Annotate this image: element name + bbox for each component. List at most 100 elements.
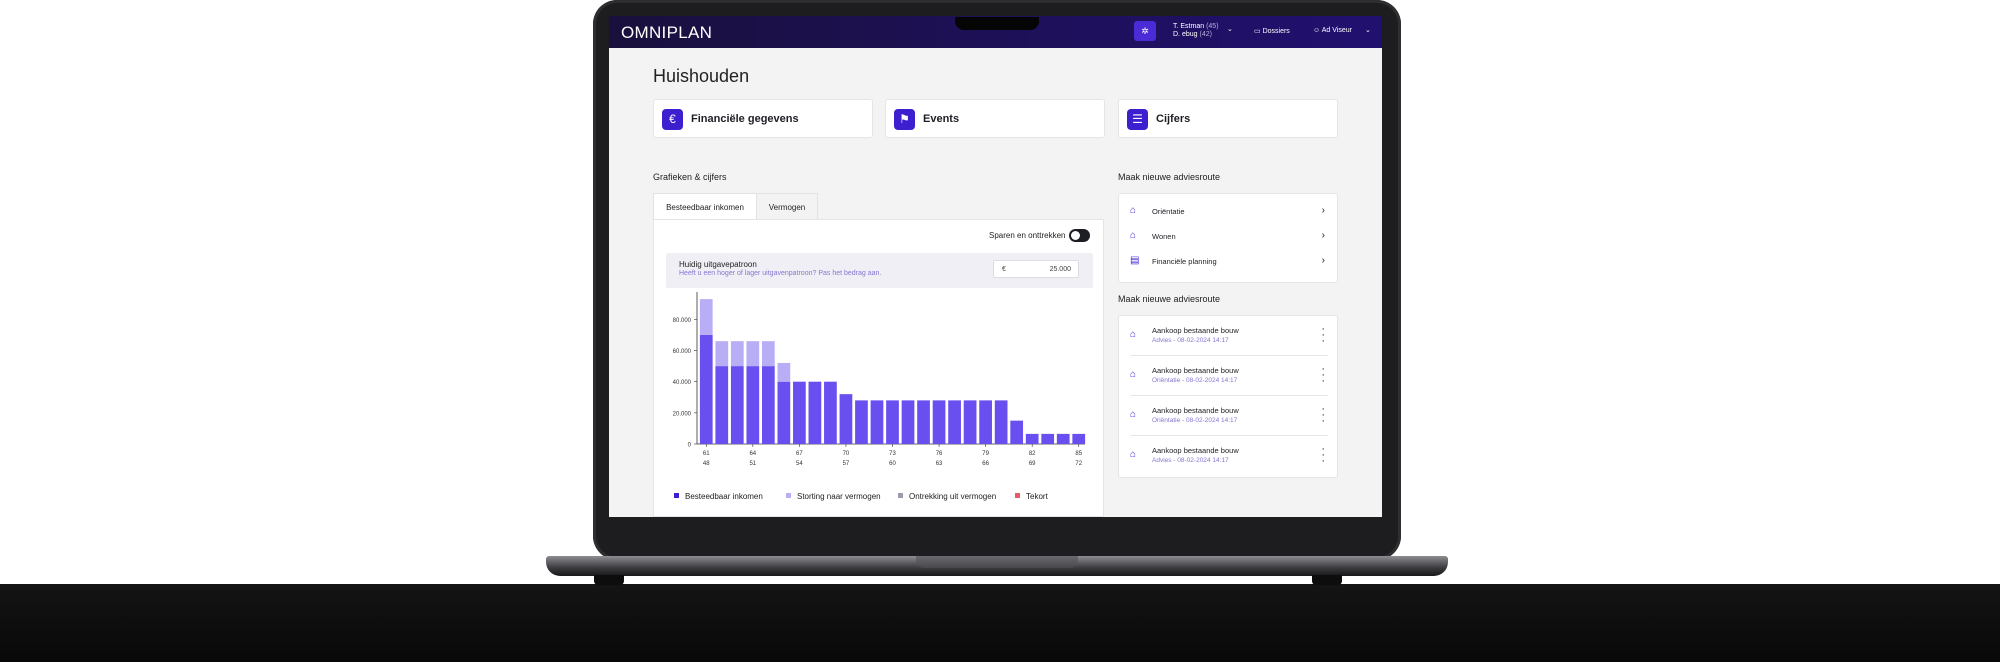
- magic-button[interactable]: ✲: [1134, 21, 1156, 41]
- tab-besteedbaar-inkomen[interactable]: Besteedbaar inkomen: [653, 193, 757, 221]
- route-orientatie[interactable]: ⌂ Oriëntatie ›: [1119, 203, 1339, 223]
- advice-routes-title: Maak nieuwe adviesroute: [1118, 172, 1221, 182]
- bar-besteedbaar-inkomen: [1025, 433, 1039, 444]
- floor-surface: [0, 584, 2000, 662]
- divider: [1130, 395, 1328, 396]
- history-item-title: Aankoop bestaande bouw: [1152, 366, 1239, 375]
- x-tick-label-top: 64: [749, 451, 756, 457]
- house-star-icon: ⌂: [1130, 409, 1137, 420]
- card-label: Events: [923, 113, 960, 125]
- more-options-icon[interactable]: · · ·: [1321, 443, 1325, 467]
- y-tick-label: 40.000: [673, 380, 692, 386]
- chevron-down-icon[interactable]: ⌄: [1365, 27, 1371, 34]
- flag-icon: ⚑: [894, 109, 915, 130]
- bar-besteedbaar-inkomen: [1056, 433, 1070, 444]
- card-cijfers[interactable]: ☰ Cijfers: [1118, 99, 1338, 138]
- x-tick-label-bottom: 54: [796, 461, 803, 467]
- x-tick-label-bottom: 72: [1075, 461, 1082, 467]
- bar-besteedbaar-inkomen: [730, 366, 744, 444]
- laptop-foot: [1312, 575, 1342, 585]
- house-icon: ⌂: [1130, 230, 1137, 241]
- bar-besteedbaar-inkomen: [901, 400, 915, 444]
- bar-besteedbaar-inkomen: [699, 334, 713, 444]
- bar-besteedbaar-inkomen: [746, 366, 760, 444]
- history-item[interactable]: ⌂ Aankoop bestaande bouw Oriëntatie - 08…: [1119, 360, 1339, 392]
- legend-swatch: [1015, 493, 1020, 498]
- toggle-knob: [1071, 231, 1080, 240]
- route-financiele-planning[interactable]: ▤ Financiële planning ›: [1119, 253, 1339, 273]
- house-star-icon: ⌂: [1130, 369, 1137, 380]
- bar-besteedbaar-inkomen: [886, 400, 899, 444]
- person-age: (45): [1206, 23, 1219, 30]
- card-financial-data[interactable]: € Financiële gegevens: [653, 99, 873, 138]
- history-item-subtitle: Advies - 08-02-2024 14:17: [1152, 337, 1229, 344]
- history-item-subtitle: Oriëntatie - 08-02-2024 14:17: [1152, 377, 1238, 384]
- legend-swatch: [898, 493, 903, 498]
- user-menu[interactable]: ☺ Ad Viseur: [1313, 27, 1352, 34]
- x-tick-label-bottom: 60: [889, 461, 896, 467]
- document-icon: ☰: [1127, 109, 1148, 130]
- tab-vermogen[interactable]: Vermogen: [756, 193, 818, 221]
- route-wonen[interactable]: ⌂ Wonen ›: [1119, 228, 1339, 248]
- history-item-title: Aankoop bestaande bouw: [1152, 326, 1239, 335]
- card-events[interactable]: ⚑ Events: [885, 99, 1105, 138]
- bar-besteedbaar-inkomen: [761, 366, 775, 444]
- currency-symbol: €: [1002, 266, 1006, 273]
- pattern-subtitle: Heeft u een hoger of lager uitgavenpatro…: [679, 270, 882, 277]
- laptop-base-lip: [916, 556, 1078, 568]
- bar-besteedbaar-inkomen: [793, 381, 806, 444]
- bar-besteedbaar-inkomen: [948, 400, 961, 444]
- divider: [1130, 355, 1328, 356]
- bar-besteedbaar-inkomen: [1041, 433, 1055, 444]
- x-tick-label-top: 67: [796, 451, 803, 457]
- savings-toggle[interactable]: [1069, 229, 1090, 242]
- app-logo[interactable]: OMNIPLAN: [621, 23, 713, 42]
- laptop-foot: [594, 575, 624, 585]
- bar-besteedbaar-inkomen: [1072, 433, 1086, 444]
- x-tick-label-top: 82: [1029, 451, 1036, 457]
- more-options-icon[interactable]: · · ·: [1321, 363, 1325, 387]
- bar-storting-naar-vermogen: [699, 299, 713, 335]
- amount-input[interactable]: € 25.000: [993, 260, 1079, 278]
- bar-besteedbaar-inkomen: [808, 381, 822, 444]
- legend-label: Tekort: [1026, 492, 1048, 501]
- legend-item: Ontrekking uit vermogen: [898, 492, 996, 501]
- x-tick-label-bottom: 57: [843, 461, 850, 467]
- user-icon: ☺: [1313, 27, 1321, 34]
- chevron-down-icon[interactable]: ⌄: [1227, 26, 1233, 33]
- x-tick-label-bottom: 69: [1029, 461, 1036, 467]
- y-tick-label: 80.000: [673, 318, 692, 324]
- toggle-label: Sparen en onttrekken: [989, 231, 1066, 240]
- y-tick-label: 20.000: [673, 411, 692, 417]
- spending-pattern-box: Huidig uitgavepatroon Heeft u een hoger …: [666, 253, 1093, 288]
- x-tick-label-top: 85: [1075, 451, 1082, 457]
- card-label: Cijfers: [1156, 113, 1191, 125]
- person-age: (42): [1199, 31, 1212, 38]
- history-item[interactable]: ⌂ Aankoop bestaande bouw Advies - 08-02-…: [1119, 440, 1339, 472]
- history-panel: ⌂ Aankoop bestaande bouw Advies - 08-02-…: [1118, 315, 1338, 478]
- legend-swatch: [674, 493, 679, 498]
- dossiers-link[interactable]: ▭ Dossiers: [1254, 27, 1290, 35]
- history-title: Maak nieuwe adviesroute: [1118, 294, 1221, 304]
- camera-notch: [955, 17, 1039, 30]
- legend-label: Besteedbaar inkomen: [685, 492, 763, 501]
- route-label: Wonen: [1152, 232, 1176, 241]
- legend-label: Ontrekking uit vermogen: [909, 492, 997, 501]
- card-label: Financiële gegevens: [691, 113, 799, 125]
- more-options-icon[interactable]: · · ·: [1321, 403, 1325, 427]
- legend-item: Storting naar vermogen: [786, 492, 881, 501]
- folder-icon: ▭: [1254, 28, 1261, 35]
- bar-besteedbaar-inkomen: [994, 400, 1008, 444]
- dossiers-label: Dossiers: [1262, 28, 1290, 35]
- bar-besteedbaar-inkomen: [715, 366, 729, 444]
- legend-item: Tekort: [1015, 492, 1048, 501]
- route-label: Oriëntatie: [1152, 207, 1185, 216]
- more-options-icon[interactable]: · · ·: [1321, 323, 1325, 347]
- history-item-title: Aankoop bestaande bouw: [1152, 446, 1239, 455]
- history-item[interactable]: ⌂ Aankoop bestaande bouw Advies - 08-02-…: [1119, 320, 1339, 352]
- bar-storting-naar-vermogen: [746, 341, 760, 367]
- household-persons[interactable]: T. Estman (45) D. ebug (42): [1173, 23, 1219, 39]
- bar-besteedbaar-inkomen: [777, 381, 791, 444]
- history-item[interactable]: ⌂ Aankoop bestaande bouw Oriëntatie - 08…: [1119, 400, 1339, 432]
- history-item-subtitle: Advies - 08-02-2024 14:17: [1152, 457, 1229, 464]
